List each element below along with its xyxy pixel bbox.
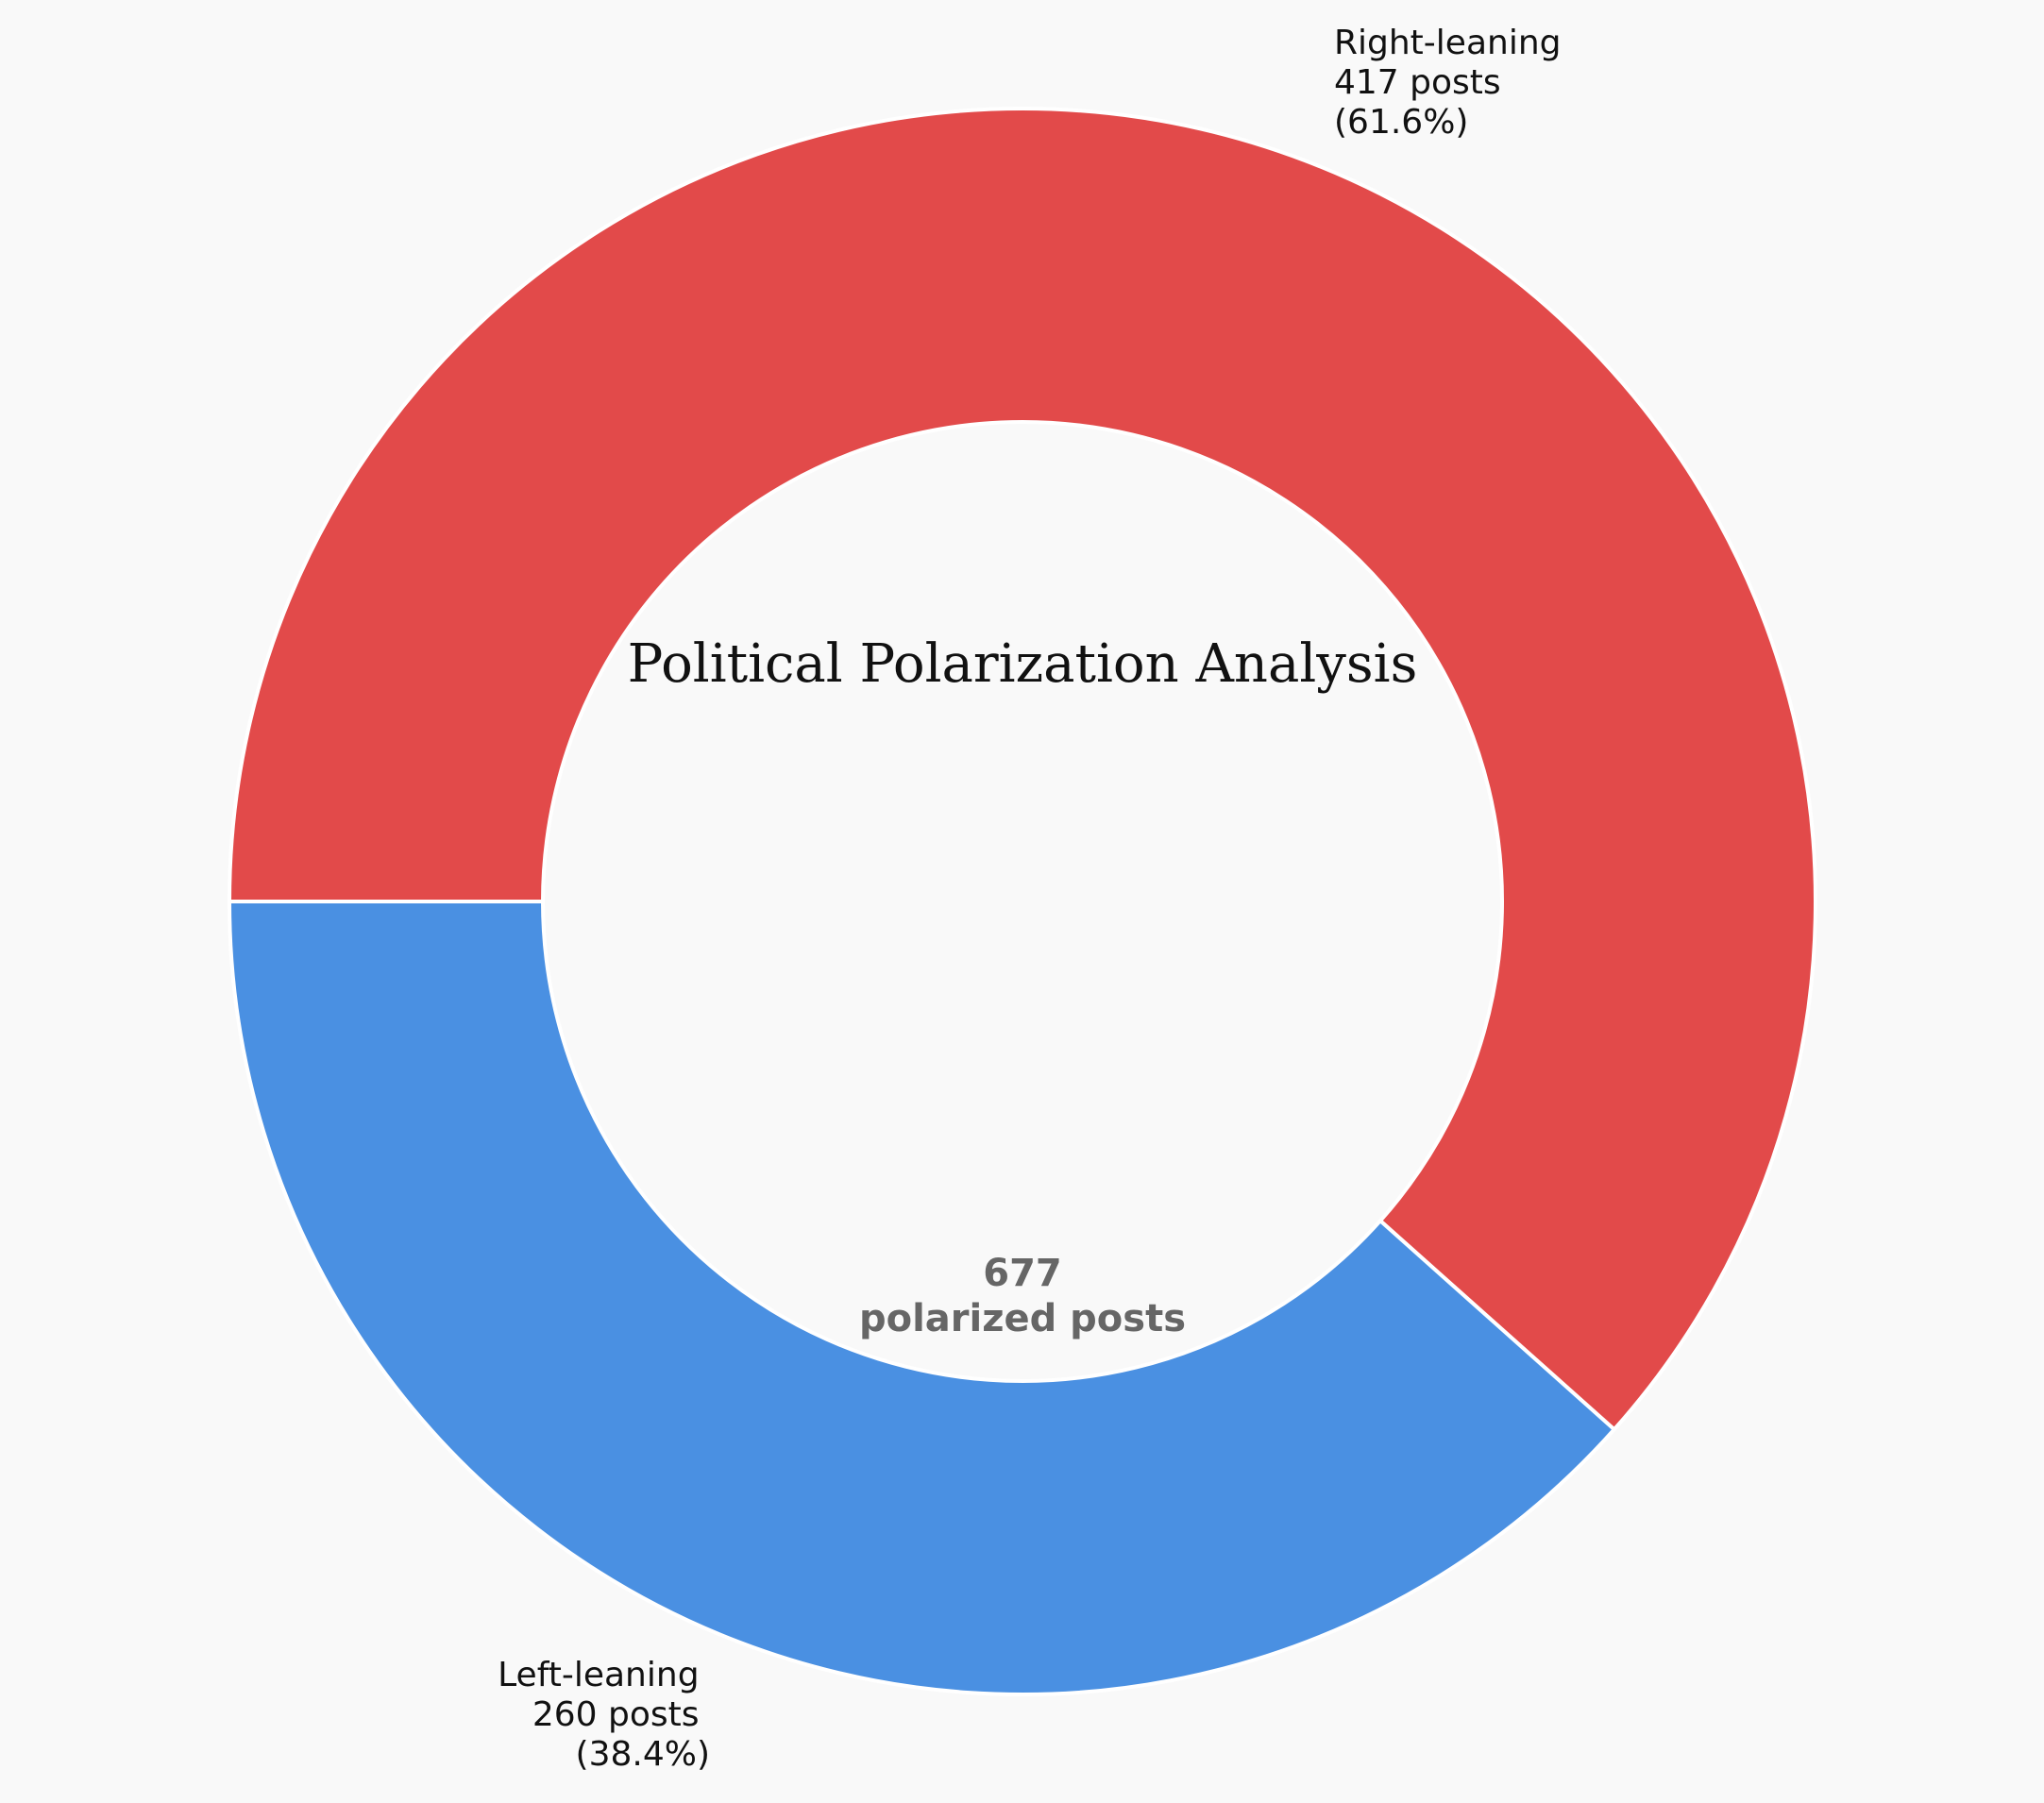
slice-label-right-leaning-percent: (61.6%) [1334, 103, 1468, 142]
slice-label-right-leaning-name: Right-leaning [1334, 24, 1562, 62]
slice-label-right-leaning: Right-leaning 417 posts (61.6%) [1334, 24, 1572, 142]
slice-label-left-leaning-percent: (38.4%) [576, 1735, 710, 1774]
donut-slices [227, 107, 1817, 1696]
center-caption: polarized posts [859, 1297, 1186, 1340]
slice-right-leaning [227, 107, 1817, 1433]
center-total: 677 [983, 1252, 1062, 1295]
slice-left-leaning [227, 900, 1617, 1696]
slice-label-left-leaning-name: Left-leaning [498, 1656, 699, 1694]
chart-title: Political Polarization Analysis [628, 633, 1418, 695]
slice-label-left-leaning: Left-leaning 260 posts (38.4%) [498, 1656, 710, 1774]
slice-label-right-leaning-count: 417 posts [1334, 63, 1501, 102]
slice-label-left-leaning-count: 260 posts [532, 1695, 700, 1734]
